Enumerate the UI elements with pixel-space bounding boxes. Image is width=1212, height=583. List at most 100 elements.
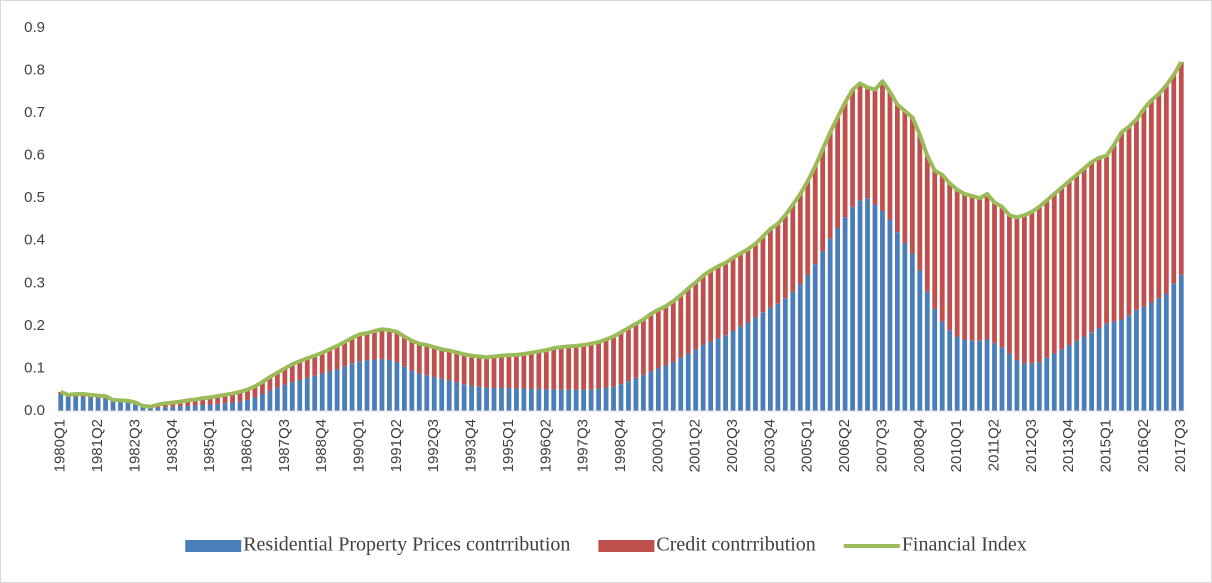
bar bbox=[1178, 62, 1184, 275]
x-tick-label: 2015Q1 bbox=[1098, 419, 1115, 472]
bar bbox=[827, 238, 833, 411]
bar bbox=[222, 394, 228, 404]
bar bbox=[80, 396, 86, 411]
bar bbox=[215, 396, 220, 405]
bar bbox=[917, 134, 923, 271]
bar bbox=[416, 373, 422, 411]
bar bbox=[521, 388, 527, 411]
bar bbox=[670, 301, 676, 363]
legend-label: Residential Property Prices contrributio… bbox=[243, 534, 570, 556]
bar bbox=[1096, 157, 1102, 329]
bar bbox=[1156, 298, 1162, 411]
x-tick-label: 2007Q3 bbox=[873, 419, 890, 472]
bar bbox=[1134, 119, 1139, 310]
bar bbox=[439, 349, 445, 379]
bar bbox=[469, 355, 474, 386]
bar bbox=[357, 334, 362, 362]
bar bbox=[820, 149, 826, 252]
bar bbox=[1104, 155, 1109, 324]
bar bbox=[237, 401, 243, 411]
bar bbox=[125, 402, 131, 411]
bar bbox=[1044, 357, 1050, 411]
bar bbox=[514, 354, 519, 389]
bar bbox=[1119, 132, 1124, 320]
x-tick-label: 1992Q3 bbox=[425, 419, 442, 472]
bar bbox=[596, 388, 601, 411]
bar bbox=[797, 193, 803, 285]
bar bbox=[566, 346, 572, 390]
bar bbox=[304, 358, 310, 378]
x-tick-label: 1980Q1 bbox=[52, 419, 69, 472]
bar bbox=[364, 333, 370, 361]
bar bbox=[342, 366, 347, 411]
bar bbox=[611, 386, 616, 411]
bar bbox=[409, 370, 415, 411]
bar bbox=[484, 387, 489, 411]
bar bbox=[327, 349, 333, 372]
bar bbox=[1171, 74, 1177, 284]
bar bbox=[260, 382, 265, 394]
bar bbox=[715, 338, 721, 411]
bar bbox=[528, 388, 534, 411]
bar bbox=[1081, 168, 1087, 337]
bar bbox=[162, 407, 168, 411]
bar bbox=[282, 368, 288, 385]
bar bbox=[424, 375, 430, 411]
bar bbox=[1081, 336, 1087, 411]
bar bbox=[185, 405, 191, 411]
x-tick-label: 1986Q2 bbox=[238, 419, 255, 472]
bar bbox=[245, 399, 250, 411]
bar bbox=[401, 336, 407, 367]
bar bbox=[738, 326, 743, 411]
bar bbox=[1036, 362, 1042, 411]
bar bbox=[282, 384, 288, 411]
bar bbox=[573, 345, 579, 390]
y-tick-label: 0.4 bbox=[24, 232, 45, 249]
x-tick-label: 2011Q2 bbox=[985, 419, 1002, 471]
bar bbox=[827, 132, 833, 239]
bar bbox=[461, 354, 467, 385]
bar bbox=[753, 243, 758, 318]
bar bbox=[103, 399, 108, 411]
bar bbox=[1156, 93, 1162, 299]
line bbox=[59, 61, 1183, 409]
bar bbox=[648, 313, 654, 372]
y-tick-label: 0.6 bbox=[24, 147, 45, 164]
bar bbox=[319, 373, 325, 411]
bar bbox=[1044, 200, 1050, 358]
bar bbox=[1059, 349, 1065, 411]
bar bbox=[297, 379, 303, 411]
bar bbox=[790, 204, 796, 292]
bar bbox=[1096, 328, 1102, 411]
bar bbox=[118, 401, 123, 411]
bar bbox=[723, 262, 728, 336]
bar bbox=[693, 282, 699, 350]
bar bbox=[917, 270, 923, 411]
bar bbox=[514, 388, 519, 411]
x-tick-label: 2001Q2 bbox=[687, 419, 704, 472]
bar bbox=[782, 215, 788, 299]
bar bbox=[812, 264, 818, 411]
bar bbox=[805, 274, 811, 411]
legend-item: Financial Index bbox=[843, 534, 1027, 556]
bar bbox=[177, 406, 183, 411]
bar bbox=[865, 198, 870, 411]
bar bbox=[1148, 100, 1154, 303]
x-tick-label: 1995Q1 bbox=[500, 419, 517, 472]
legend-label: Financial Index bbox=[902, 534, 1027, 556]
bar bbox=[1148, 302, 1154, 411]
bar bbox=[289, 382, 295, 411]
bar bbox=[887, 91, 893, 220]
bar bbox=[835, 228, 841, 411]
bar bbox=[738, 253, 743, 327]
y-tick-label: 0.7 bbox=[24, 104, 45, 121]
bar bbox=[588, 343, 594, 390]
bar bbox=[372, 359, 377, 411]
bar bbox=[140, 406, 146, 411]
bar bbox=[58, 393, 64, 411]
bar bbox=[297, 361, 303, 380]
bar bbox=[274, 387, 280, 411]
x-tick-label: 2017Q3 bbox=[1172, 419, 1189, 472]
bar bbox=[895, 232, 900, 411]
bar bbox=[566, 389, 572, 411]
